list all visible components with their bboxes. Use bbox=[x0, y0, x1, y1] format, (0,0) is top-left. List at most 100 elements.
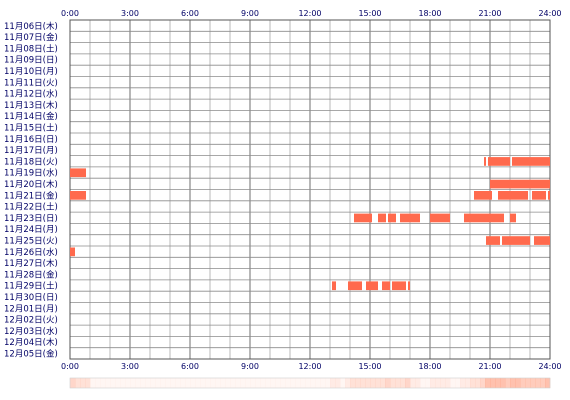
summary-cell bbox=[80, 378, 86, 388]
summary-cell bbox=[180, 378, 186, 388]
row-label: 12月04日(木) bbox=[4, 337, 58, 348]
summary-cell bbox=[320, 378, 326, 388]
summary-cell bbox=[270, 378, 276, 388]
summary-cell bbox=[525, 378, 531, 388]
row-label: 11月06日(木) bbox=[4, 21, 58, 32]
summary-cell bbox=[195, 378, 201, 388]
activity-bar bbox=[354, 213, 372, 223]
row-label: 11月29日(土) bbox=[4, 281, 58, 292]
x-tick-label-top: 15:00 bbox=[358, 9, 381, 18]
summary-cell bbox=[200, 378, 206, 388]
summary-cell bbox=[540, 378, 546, 388]
summary-cell bbox=[500, 378, 506, 388]
summary-cell bbox=[330, 378, 336, 388]
summary-cell bbox=[510, 378, 516, 388]
summary-cell bbox=[90, 378, 96, 388]
summary-cell bbox=[360, 378, 366, 388]
activity-bar bbox=[474, 191, 492, 200]
summary-cell bbox=[475, 378, 481, 388]
summary-cell bbox=[145, 378, 151, 388]
summary-frame bbox=[69, 377, 551, 389]
row-label: 11月16日(日) bbox=[4, 135, 58, 145]
summary-cell bbox=[170, 378, 176, 388]
summary-strip bbox=[69, 377, 551, 389]
summary-cell bbox=[175, 378, 181, 388]
summary-cell bbox=[335, 378, 341, 388]
activity-bar bbox=[512, 157, 550, 166]
x-tick-label-top: 0:00 bbox=[61, 9, 79, 18]
x-tick-label-bottom: 0:00 bbox=[61, 362, 79, 371]
x-tick-label-top: 12:00 bbox=[298, 9, 321, 18]
row-label: 11月30日(日) bbox=[4, 293, 58, 303]
row-label: 12月01日(月) bbox=[4, 304, 58, 314]
activity-bar bbox=[378, 213, 386, 223]
summary-cell bbox=[140, 378, 146, 388]
activity-bar bbox=[70, 247, 75, 257]
row-label: 11月15日(土) bbox=[4, 123, 58, 134]
summary-cell bbox=[505, 378, 511, 388]
x-tick-label-top: 9:00 bbox=[241, 9, 259, 18]
summary-cell bbox=[415, 378, 421, 388]
summary-cell bbox=[410, 378, 416, 388]
activity-bar bbox=[498, 191, 528, 200]
activity-bar bbox=[408, 281, 410, 291]
row-label: 11月12日(水) bbox=[4, 89, 58, 100]
activity-bar bbox=[382, 281, 390, 291]
summary-cell bbox=[535, 378, 541, 388]
summary-cell bbox=[290, 378, 296, 388]
summary-cell bbox=[390, 378, 396, 388]
x-tick-label-top: 18:00 bbox=[418, 9, 441, 18]
summary-cell bbox=[450, 378, 456, 388]
summary-cell bbox=[250, 378, 256, 388]
summary-cell bbox=[70, 378, 76, 388]
activity-bar bbox=[484, 157, 486, 166]
activity-bar bbox=[502, 236, 530, 245]
summary-cell bbox=[225, 378, 231, 388]
summary-cell bbox=[470, 378, 476, 388]
summary-cell bbox=[305, 378, 311, 388]
row-label: 11月26日(水) bbox=[4, 247, 58, 258]
summary-cell bbox=[165, 378, 171, 388]
summary-cell bbox=[515, 378, 521, 388]
row-label: 11月08日(土) bbox=[4, 43, 58, 54]
summary-cell bbox=[185, 378, 191, 388]
summary-cell bbox=[445, 378, 451, 388]
summary-cell bbox=[325, 378, 331, 388]
summary-cell bbox=[340, 378, 346, 388]
summary-cell bbox=[400, 378, 406, 388]
summary-cell bbox=[465, 378, 471, 388]
summary-cell bbox=[345, 378, 351, 388]
activity-bars bbox=[70, 157, 550, 291]
summary-cell bbox=[380, 378, 386, 388]
summary-cell bbox=[545, 378, 551, 388]
summary-cell bbox=[455, 378, 461, 388]
chart-grid bbox=[69, 19, 551, 360]
activity-bar bbox=[430, 213, 450, 223]
summary-cell bbox=[95, 378, 101, 388]
activity-bar bbox=[488, 157, 510, 166]
activity-bar bbox=[388, 213, 396, 223]
row-label: 11月22日(土) bbox=[4, 202, 58, 213]
summary-cell bbox=[190, 378, 196, 388]
summary-cell bbox=[425, 378, 431, 388]
summary-cell bbox=[370, 378, 376, 388]
activity-bar bbox=[348, 281, 362, 291]
summary-cell bbox=[350, 378, 356, 388]
summary-cell bbox=[485, 378, 491, 388]
summary-cell bbox=[285, 378, 291, 388]
summary-cell bbox=[495, 378, 501, 388]
summary-cell bbox=[310, 378, 316, 388]
summary-cell bbox=[375, 378, 381, 388]
x-tick-label-bottom: 9:00 bbox=[241, 362, 259, 371]
summary-cell bbox=[205, 378, 211, 388]
row-label: 11月18日(火) bbox=[4, 157, 58, 167]
summary-cell bbox=[110, 378, 116, 388]
activity-bar bbox=[366, 281, 378, 291]
summary-cell bbox=[220, 378, 226, 388]
activity-bar bbox=[464, 213, 504, 223]
summary-cell bbox=[215, 378, 221, 388]
summary-cell bbox=[405, 378, 411, 388]
x-axis-top: 0:00 3:00 6:00 9:00 12:00 15:00 18:00 21:00 24:0… bbox=[61, 9, 562, 18]
summary-cell bbox=[385, 378, 391, 388]
